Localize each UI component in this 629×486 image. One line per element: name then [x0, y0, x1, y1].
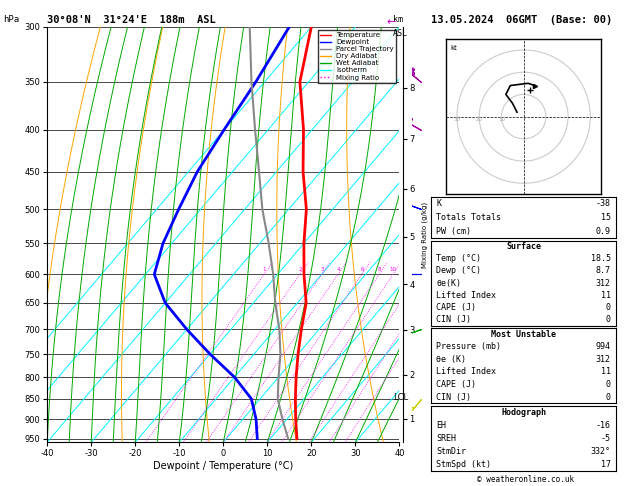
X-axis label: Dewpoint / Temperature (°C): Dewpoint / Temperature (°C)	[153, 461, 293, 471]
Text: hPa: hPa	[3, 15, 19, 24]
Text: 312: 312	[596, 278, 611, 288]
Text: CAPE (J): CAPE (J)	[437, 303, 476, 312]
Text: EH: EH	[437, 421, 447, 430]
Text: 8: 8	[377, 267, 381, 272]
Text: K: K	[437, 199, 442, 208]
Text: Temp (°C): Temp (°C)	[437, 254, 481, 263]
Text: LCL: LCL	[393, 394, 409, 402]
Text: 11: 11	[601, 291, 611, 300]
Text: 0: 0	[606, 393, 611, 401]
Text: Hodograph: Hodograph	[501, 408, 546, 417]
Text: ←: ←	[387, 17, 396, 27]
Text: Surface: Surface	[506, 242, 541, 251]
Text: -38: -38	[596, 199, 611, 208]
Text: 3: 3	[320, 267, 324, 272]
Text: km: km	[393, 15, 403, 24]
Text: Most Unstable: Most Unstable	[491, 330, 556, 339]
Text: θe (K): θe (K)	[437, 355, 467, 364]
Text: 30°08'N  31°24'E  188m  ASL: 30°08'N 31°24'E 188m ASL	[47, 15, 216, 25]
Text: Mixing Ratio (g/kg): Mixing Ratio (g/kg)	[421, 201, 428, 268]
Text: 312: 312	[596, 355, 611, 364]
Text: -5: -5	[601, 434, 611, 443]
Text: 0.9: 0.9	[596, 227, 611, 236]
Text: 4: 4	[337, 267, 340, 272]
Text: Lifted Index: Lifted Index	[437, 291, 496, 300]
Text: © weatheronline.co.uk: © weatheronline.co.uk	[477, 474, 574, 484]
Text: 15: 15	[601, 213, 611, 222]
Text: Lifted Index: Lifted Index	[437, 367, 496, 377]
Text: 1: 1	[263, 267, 266, 272]
Text: StmDir: StmDir	[437, 447, 467, 456]
Text: 994: 994	[596, 342, 611, 351]
Text: CIN (J): CIN (J)	[437, 393, 471, 401]
Text: 11: 11	[601, 367, 611, 377]
Text: 17: 17	[601, 460, 611, 469]
Text: 10: 10	[390, 267, 397, 272]
Text: CAPE (J): CAPE (J)	[437, 380, 476, 389]
Text: 13.05.2024  06GMT  (Base: 00): 13.05.2024 06GMT (Base: 00)	[431, 15, 612, 25]
Text: θe(K): θe(K)	[437, 278, 462, 288]
Text: SREH: SREH	[437, 434, 457, 443]
Text: PW (cm): PW (cm)	[437, 227, 471, 236]
Text: Pressure (mb): Pressure (mb)	[437, 342, 501, 351]
Text: 0: 0	[606, 315, 611, 324]
Text: kt: kt	[450, 45, 457, 51]
Text: Dewp (°C): Dewp (°C)	[437, 266, 481, 276]
Text: 18.5: 18.5	[591, 254, 611, 263]
Text: 6: 6	[360, 267, 364, 272]
Text: 30: 30	[454, 117, 460, 122]
Text: ASL: ASL	[393, 29, 408, 38]
Text: 0: 0	[606, 380, 611, 389]
Text: CIN (J): CIN (J)	[437, 315, 471, 324]
Text: StmSpd (kt): StmSpd (kt)	[437, 460, 491, 469]
Text: 8.7: 8.7	[596, 266, 611, 276]
Text: 0: 0	[606, 303, 611, 312]
Legend: Temperature, Dewpoint, Parcel Trajectory, Dry Adiabat, Wet Adiabat, Isotherm, Mi: Temperature, Dewpoint, Parcel Trajectory…	[318, 30, 396, 83]
Text: 2: 2	[298, 267, 302, 272]
Text: 20: 20	[476, 117, 482, 122]
Text: 332°: 332°	[591, 447, 611, 456]
Text: -16: -16	[596, 421, 611, 430]
Text: 10: 10	[498, 117, 505, 122]
Text: Totals Totals: Totals Totals	[437, 213, 501, 222]
